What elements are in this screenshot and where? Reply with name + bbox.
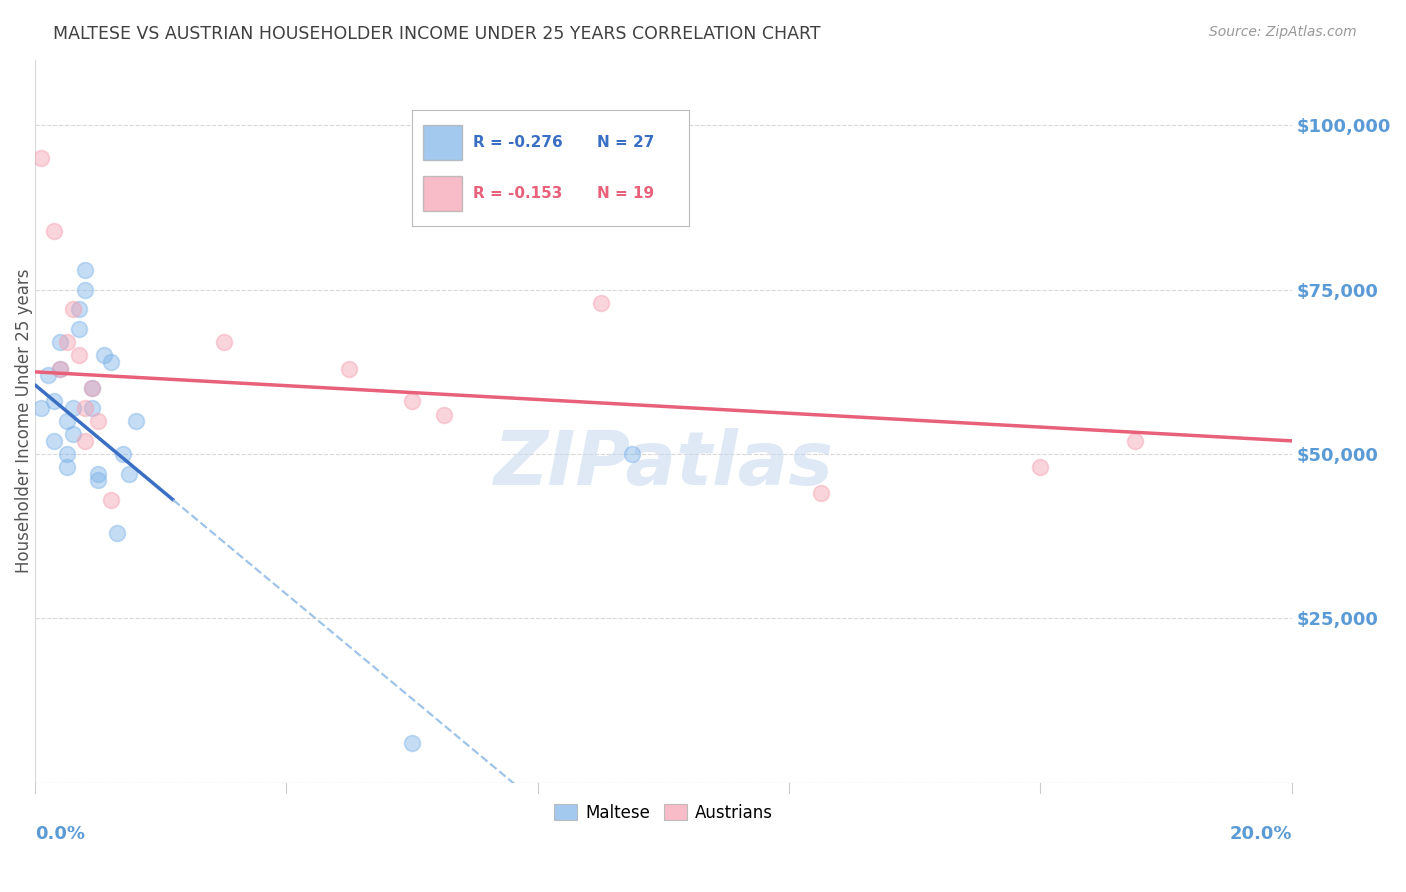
Text: ZIPatlas: ZIPatlas bbox=[494, 428, 834, 501]
Point bbox=[1029, 460, 1052, 475]
Point bbox=[80, 381, 103, 395]
Point bbox=[62, 401, 84, 415]
Text: 0.0%: 0.0% bbox=[35, 825, 86, 844]
Point bbox=[810, 486, 832, 500]
Point bbox=[621, 447, 644, 461]
Point bbox=[432, 408, 454, 422]
Text: 20.0%: 20.0% bbox=[1229, 825, 1292, 844]
Point bbox=[401, 394, 423, 409]
Point bbox=[1123, 434, 1146, 448]
Legend: Maltese, Austrians: Maltese, Austrians bbox=[547, 797, 780, 829]
Point bbox=[37, 368, 59, 383]
Point bbox=[55, 460, 77, 475]
Text: Source: ZipAtlas.com: Source: ZipAtlas.com bbox=[1209, 25, 1357, 39]
Point bbox=[118, 467, 141, 481]
Point bbox=[30, 401, 52, 415]
Point bbox=[55, 447, 77, 461]
Point bbox=[75, 263, 97, 277]
Point bbox=[55, 335, 77, 350]
Point bbox=[62, 427, 84, 442]
Point bbox=[75, 401, 97, 415]
Point bbox=[49, 361, 72, 376]
Point bbox=[55, 414, 77, 428]
Point bbox=[67, 348, 90, 362]
Point bbox=[93, 348, 115, 362]
Point bbox=[212, 335, 235, 350]
Point bbox=[87, 467, 110, 481]
Point bbox=[100, 355, 122, 369]
Point bbox=[80, 401, 103, 415]
Point bbox=[100, 493, 122, 508]
Point bbox=[337, 361, 360, 376]
Point bbox=[30, 151, 52, 165]
Point bbox=[80, 381, 103, 395]
Y-axis label: Householder Income Under 25 years: Householder Income Under 25 years bbox=[15, 268, 32, 574]
Point bbox=[42, 223, 65, 237]
Point bbox=[105, 525, 128, 540]
Point bbox=[42, 394, 65, 409]
Point bbox=[401, 736, 423, 750]
Point bbox=[75, 434, 97, 448]
Point bbox=[124, 414, 146, 428]
Point bbox=[67, 302, 90, 317]
Point bbox=[49, 335, 72, 350]
Point bbox=[42, 434, 65, 448]
Text: MALTESE VS AUSTRIAN HOUSEHOLDER INCOME UNDER 25 YEARS CORRELATION CHART: MALTESE VS AUSTRIAN HOUSEHOLDER INCOME U… bbox=[53, 25, 821, 43]
Point bbox=[67, 322, 90, 336]
Point bbox=[87, 414, 110, 428]
Point bbox=[112, 447, 135, 461]
Point bbox=[589, 296, 612, 310]
Point bbox=[49, 361, 72, 376]
Point bbox=[87, 473, 110, 487]
Point bbox=[75, 283, 97, 297]
Point bbox=[62, 302, 84, 317]
